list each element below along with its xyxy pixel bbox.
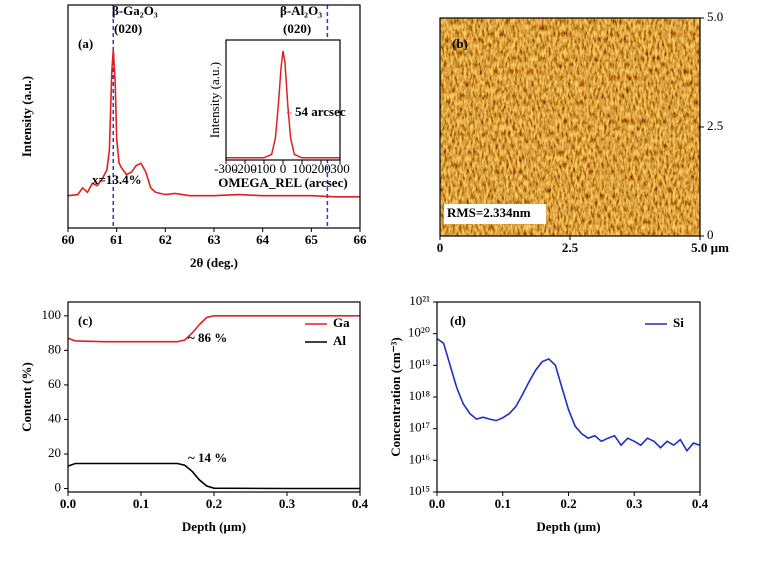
y-tick-label: 10¹⁷ xyxy=(409,420,430,435)
y-tick-label: 60 xyxy=(48,376,61,391)
panel-label: (a) xyxy=(78,36,93,51)
data-line xyxy=(226,50,340,159)
x-tick-label: 5.0 µm xyxy=(691,240,729,255)
x-tick-label: 65 xyxy=(305,232,319,247)
x-tick-label: 0 xyxy=(437,240,444,255)
legend-label: Si xyxy=(673,315,684,330)
data-line xyxy=(67,314,360,343)
y-tick-label: 0 xyxy=(707,227,714,242)
x-axis-label: 2θ (deg.) xyxy=(190,255,238,270)
x-tick-label: 0.1 xyxy=(495,496,511,511)
x-tick-label: 66 xyxy=(354,232,368,247)
annotation: x=13.4% xyxy=(92,172,142,187)
x-tick-label: 0.2 xyxy=(560,496,576,511)
x-tick-label: 0.3 xyxy=(279,496,296,511)
x-tick-label: 0.1 xyxy=(133,496,149,511)
annotation: β-Ga₂O₃ xyxy=(112,3,158,18)
y-tick-label: 5.0 xyxy=(707,9,723,24)
x-tick-label: 61 xyxy=(110,232,123,247)
data-line xyxy=(436,337,701,453)
panel: 60 61 62 63 64 65 66 2θ (deg.) Intensity (a.u.) (… xyxy=(19,3,367,270)
panel: 0.0 0.1 0.2 0.3 0.4 10¹⁵ 10¹⁶ 10¹⁷ 10¹⁸ 10¹⁹ 10²⁰ 1… xyxy=(388,293,709,534)
x-tick-label: 63 xyxy=(208,232,222,247)
y-tick-label: 2.5 xyxy=(707,118,723,133)
annotation: ~ 86 % xyxy=(188,330,227,345)
inset-background xyxy=(226,40,340,160)
annotation: (020) xyxy=(283,21,311,36)
y-tick-label: 20 xyxy=(48,445,61,460)
panel-label: (b) xyxy=(452,36,468,51)
y-axis-label: Concentration (cm⁻³) xyxy=(388,337,403,456)
annotation: 54 arcsec xyxy=(295,104,346,119)
y-axis-label: Content (%) xyxy=(19,362,34,432)
x-tick-label: 300 xyxy=(330,161,350,176)
annotation: RMS=2.334nm xyxy=(447,205,531,220)
x-axis-label: Depth (µm) xyxy=(536,519,600,534)
x-axis-label: Depth (µm) xyxy=(182,519,246,534)
x-tick-label: 64 xyxy=(256,232,270,247)
x-tick-label: 0.3 xyxy=(626,496,643,511)
y-tick-label: 10²⁰ xyxy=(408,325,430,340)
data-line xyxy=(67,462,360,490)
x-tick-label: 0.0 xyxy=(60,496,76,511)
x-tick-label: -200 xyxy=(233,161,257,176)
annotation: β-Al₂O₃ xyxy=(280,3,322,18)
annotation-box xyxy=(444,204,546,224)
x-axis-label: OMEGA_REL (arcsec) xyxy=(218,175,347,190)
x-tick-label: 0.0 xyxy=(429,496,445,511)
y-tick-label: 100 xyxy=(42,307,62,322)
y-tick-label: 10¹⁵ xyxy=(409,483,430,498)
x-tick-label: -100 xyxy=(252,161,276,176)
x-tick-label: 2.5 xyxy=(562,240,579,255)
annotation: (020) xyxy=(114,21,142,36)
data-line xyxy=(67,49,360,198)
afm-image xyxy=(440,18,700,236)
y-tick-label: 10¹⁶ xyxy=(409,451,430,466)
y-axis-label: Intensity (a.u.) xyxy=(19,76,34,157)
y-tick-label: 10¹⁸ xyxy=(409,388,431,403)
panel-label: (c) xyxy=(78,313,92,328)
y-tick-label: 80 xyxy=(48,341,61,356)
x-tick-label: 60 xyxy=(62,232,75,247)
x-tick-label: 62 xyxy=(159,232,172,247)
axes-frame xyxy=(436,301,701,493)
x-tick-label: -300 xyxy=(214,161,238,176)
x-tick-label: 0.4 xyxy=(352,496,369,511)
x-tick-label: 0 xyxy=(280,161,287,176)
y-tick-label: 40 xyxy=(48,410,61,425)
annotation: ~ 14 % xyxy=(188,450,227,465)
y-tick-label: 10¹⁹ xyxy=(409,356,431,371)
x-tick-label: 100 xyxy=(292,161,312,176)
y-tick-label: 0 xyxy=(55,480,62,495)
x-tick-label: 0.4 xyxy=(692,496,709,511)
legend-label: Al xyxy=(333,333,346,348)
y-axis-label: Intensity (a.u.) xyxy=(207,62,222,138)
y-tick-label: 10²¹ xyxy=(409,293,430,308)
panel: 0.0 0.1 0.2 0.3 0.4 0 20 40 60 80 100 Depth (µm) Con… xyxy=(19,301,369,534)
legend-label: Ga xyxy=(333,315,350,330)
x-tick-label: 200 xyxy=(311,161,331,176)
x-tick-label: 0.2 xyxy=(206,496,222,511)
panel-label: (d) xyxy=(450,313,466,328)
